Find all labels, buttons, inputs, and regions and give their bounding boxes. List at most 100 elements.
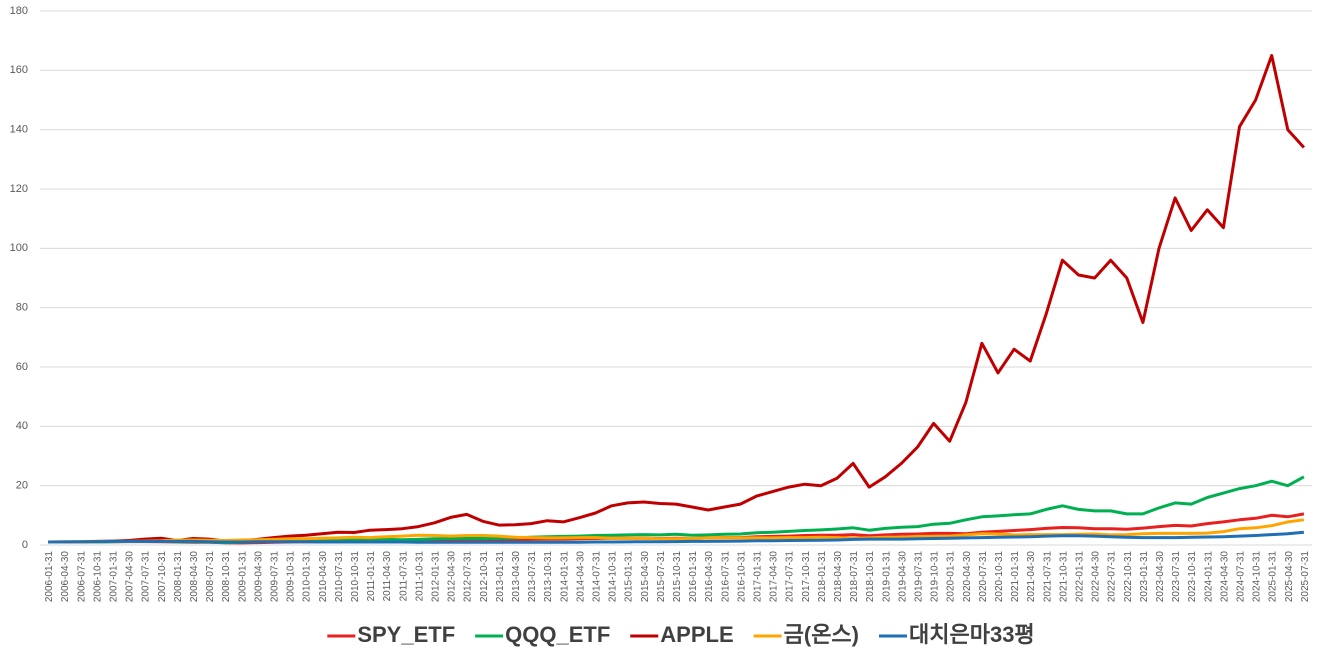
x-tick-label: 2007-07-31 xyxy=(141,551,152,603)
x-tick-label: 2013-01-31 xyxy=(495,551,506,603)
x-tick-label: 2023-04-30 xyxy=(1155,551,1166,603)
x-tick-label: 2021-10-31 xyxy=(1058,551,1069,603)
x-tick-label: 2022-07-31 xyxy=(1107,551,1118,603)
x-tick-label: 2020-04-30 xyxy=(962,551,973,603)
y-tick-label: 160 xyxy=(10,64,28,76)
x-tick-label: 2025-04-30 xyxy=(1284,551,1295,603)
x-tick-label: 2017-04-30 xyxy=(769,551,780,603)
legend-label: APPLE xyxy=(660,622,733,647)
x-tick-label: 2011-07-31 xyxy=(398,551,409,602)
x-tick-label: 2008-10-31 xyxy=(221,551,232,603)
x-tick-label: 2014-07-31 xyxy=(591,551,602,603)
x-tick-label: 2014-04-30 xyxy=(575,551,586,603)
x-tick-label: 2020-10-31 xyxy=(994,551,1005,603)
x-tick-label: 2015-10-31 xyxy=(672,551,683,603)
series-line xyxy=(48,475,1305,545)
x-tick-label: 2012-04-30 xyxy=(447,551,458,603)
x-tick-label: 2009-04-30 xyxy=(253,551,264,603)
x-tick-label: 2018-04-30 xyxy=(833,551,844,603)
series-line xyxy=(48,530,1305,544)
x-tick-label: 2023-07-31 xyxy=(1171,551,1182,603)
x-tick-label: 2013-04-30 xyxy=(511,551,522,603)
x-tick-label: 2011-01-31 xyxy=(366,551,377,602)
x-tick-label: 2023-01-31 xyxy=(1139,551,1150,603)
x-tick-label: 2021-07-31 xyxy=(1042,551,1053,603)
x-tick-label: 2016-07-31 xyxy=(720,551,731,603)
x-tick-label: 2011-04-30 xyxy=(382,551,393,602)
x-tick-label: 2008-01-31 xyxy=(173,551,184,603)
x-tick-label: 2017-01-31 xyxy=(753,551,764,603)
x-tick-label: 2011-10-31 xyxy=(414,551,425,602)
x-tick-label: 2012-07-31 xyxy=(463,551,474,603)
x-tick-label: 2010-01-31 xyxy=(302,551,313,603)
x-tick-label: 2009-07-31 xyxy=(269,551,280,603)
x-tick-label: 2019-01-31 xyxy=(881,551,892,603)
x-tick-label: 2018-07-31 xyxy=(849,551,860,603)
y-tick-label: 120 xyxy=(10,183,28,195)
y-tick-label: 40 xyxy=(16,420,28,432)
legend-label: 대치은마33평 xyxy=(909,622,1035,647)
x-tick-label: 2021-04-30 xyxy=(1026,551,1037,603)
x-tick-label: 2017-10-31 xyxy=(801,551,812,603)
x-tick-label: 2019-04-30 xyxy=(897,551,908,603)
x-tick-label: 2025-07-31 xyxy=(1300,551,1311,603)
x-tick-label: 2013-10-31 xyxy=(543,551,554,603)
x-tick-label: 2009-01-31 xyxy=(237,551,248,603)
x-tick-label: 2022-01-31 xyxy=(1075,551,1086,603)
x-tick-label: 2008-07-31 xyxy=(205,551,216,603)
x-tick-label: 2014-10-31 xyxy=(608,551,619,603)
legend-label: SPY_ETF xyxy=(357,622,455,647)
legend-label: 금(온스) xyxy=(784,622,859,647)
x-tick-label: 2025-01-31 xyxy=(1268,551,1279,603)
series-line xyxy=(48,518,1305,544)
x-tick-label: 2022-04-30 xyxy=(1091,551,1102,603)
legend-label: QQQ_ETF xyxy=(505,622,610,647)
x-tick-label: 2023-10-31 xyxy=(1187,551,1198,603)
x-tick-label: 2007-01-31 xyxy=(108,551,119,603)
x-tick-label: 2006-10-31 xyxy=(92,551,103,603)
x-tick-label: 2010-07-31 xyxy=(334,551,345,603)
x-tick-label: 2020-01-31 xyxy=(946,551,957,603)
x-tick-label: 2006-04-30 xyxy=(60,551,71,603)
x-tick-label: 2007-10-31 xyxy=(157,551,168,603)
x-tick-label: 2020-07-31 xyxy=(978,551,989,603)
x-tick-label: 2021-01-31 xyxy=(1010,551,1021,603)
x-tick-label: 2015-01-31 xyxy=(624,551,635,603)
x-tick-label: 2016-01-31 xyxy=(688,551,699,603)
x-tick-label: 2006-01-31 xyxy=(44,551,55,603)
series-line xyxy=(48,54,1306,544)
x-tick-label: 2016-04-30 xyxy=(704,551,715,603)
y-tick-label: 80 xyxy=(16,302,28,314)
y-tick-label: 60 xyxy=(16,361,28,373)
y-tick-label: 0 xyxy=(22,539,28,551)
x-tick-label: 2018-10-31 xyxy=(865,551,876,603)
legend: SPY_ETF QQQ_ETF APPLE 금(온스) 대치은마33평 xyxy=(327,622,1035,647)
x-tick-label: 2013-07-31 xyxy=(527,551,538,603)
x-tick-label: 2016-10-31 xyxy=(736,551,747,603)
x-tick-label: 2012-10-31 xyxy=(479,551,490,603)
x-tick-label: 2010-04-30 xyxy=(318,551,329,603)
x-tick-label: 2019-07-31 xyxy=(914,551,925,603)
x-tick-label: 2018-01-31 xyxy=(817,551,828,603)
x-tick-label: 2022-10-31 xyxy=(1123,551,1134,603)
y-tick-label: 180 xyxy=(10,5,28,17)
x-tick-label: 2008-04-30 xyxy=(189,551,200,603)
x-tick-label: 2006-07-31 xyxy=(76,551,87,603)
x-tick-label: 2024-04-30 xyxy=(1219,551,1230,603)
y-tick-label: 20 xyxy=(16,480,28,492)
x-tick-label: 2015-07-31 xyxy=(656,551,667,603)
y-tick-label: 140 xyxy=(10,124,28,136)
x-tick-label: 2010-10-31 xyxy=(350,551,361,603)
x-tick-label: 2015-04-30 xyxy=(640,551,651,603)
x-tick-label: 2007-04-30 xyxy=(125,551,136,603)
x-tick-label: 2009-10-31 xyxy=(286,551,297,603)
x-tick-label: 2024-07-31 xyxy=(1236,551,1247,603)
x-tick-label: 2024-01-31 xyxy=(1203,551,1214,603)
x-tick-label: 2019-10-31 xyxy=(930,551,941,603)
x-tick-label: 2017-07-31 xyxy=(785,551,796,603)
x-tick-label: 2014-01-31 xyxy=(559,551,570,603)
x-tick-label: 2012-01-31 xyxy=(430,551,441,603)
y-tick-label: 100 xyxy=(10,242,28,254)
x-tick-label: 2024-10-31 xyxy=(1252,551,1263,603)
